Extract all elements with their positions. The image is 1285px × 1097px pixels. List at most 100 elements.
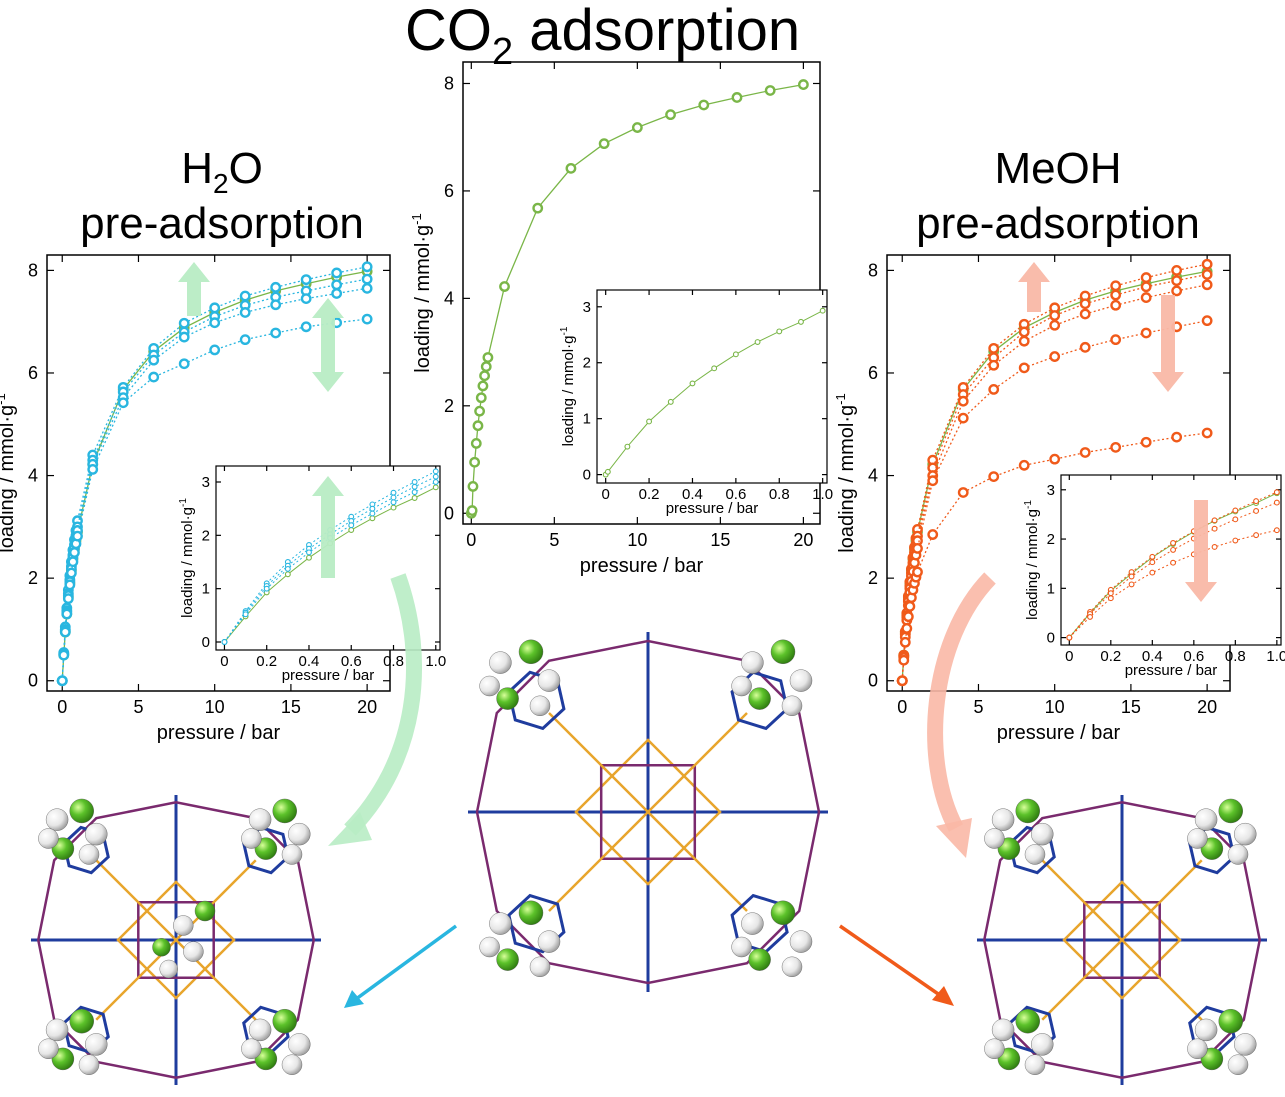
data-point — [369, 515, 376, 522]
y-tick-label: 2 — [583, 355, 591, 372]
framework-bond — [1041, 939, 1123, 1021]
data-point — [467, 480, 479, 492]
x-tick-label: 5 — [133, 697, 143, 717]
y-tick-label: 0 — [868, 671, 878, 691]
white-atom — [1031, 1033, 1054, 1056]
data-point — [1253, 508, 1260, 514]
x-tick-label: 0 — [220, 653, 228, 670]
data-point — [61, 608, 73, 620]
green-atom — [518, 900, 544, 925]
white-atom — [984, 1038, 1005, 1059]
data-point — [300, 321, 312, 333]
white-atom — [789, 669, 813, 692]
y-axis-label: loading / mmol·g-1 — [409, 213, 434, 372]
data-point — [1049, 453, 1061, 465]
x-tick-label: 0.4 — [682, 486, 703, 503]
data-point — [1273, 527, 1280, 534]
data-point — [306, 549, 312, 556]
white-atom — [741, 912, 764, 935]
data-point — [957, 412, 969, 424]
data-point — [1273, 499, 1280, 506]
linker-ring — [507, 893, 566, 954]
data-point — [565, 162, 577, 174]
y-tick-label: 6 — [868, 363, 878, 383]
y-tick-label: 2 — [444, 396, 454, 416]
y-tick-label: 1 — [1047, 580, 1055, 597]
y-axis-label: loading / mmol·g-1 — [178, 498, 196, 618]
data-point — [927, 475, 939, 487]
y-tick-label: 2 — [28, 568, 38, 588]
data-point — [69, 547, 80, 558]
green-atom — [1015, 1009, 1040, 1034]
green-atom — [1015, 798, 1040, 824]
data-point — [754, 339, 761, 345]
x-tick-label: 1.0 — [425, 653, 446, 670]
data-point — [732, 351, 739, 358]
series-4 — [1066, 527, 1280, 641]
data-point — [604, 468, 611, 475]
data-point — [598, 138, 610, 150]
y-tick-label: 3 — [202, 474, 210, 491]
data-point — [72, 530, 83, 542]
green-atom — [272, 798, 297, 824]
data-point — [270, 327, 282, 339]
x-tick-label: 0 — [1065, 648, 1073, 665]
y-tick-label: 3 — [583, 299, 591, 316]
data-point — [432, 479, 439, 485]
data-point — [470, 438, 482, 449]
white-atom — [45, 808, 69, 831]
white-atom — [529, 956, 551, 977]
left-title-line2: pre-adsorption — [80, 199, 364, 248]
data-point — [819, 307, 826, 314]
data-point — [331, 288, 343, 299]
white-atom — [1031, 822, 1054, 846]
green-atom — [748, 948, 771, 971]
x-tick-label: 0.8 — [769, 486, 790, 503]
x-tick-label: 0.6 — [341, 653, 362, 670]
y-axis-label: loading / mmol·g-1 — [559, 326, 577, 446]
data-point — [898, 654, 910, 666]
y-tick-label: 2 — [202, 527, 210, 544]
data-point — [927, 529, 939, 540]
data-point — [209, 344, 221, 356]
data-point — [59, 626, 71, 638]
data-point — [242, 611, 249, 618]
y-tick-label: 0 — [444, 503, 454, 523]
data-point — [361, 273, 373, 285]
data-point — [1110, 334, 1122, 346]
data-point — [64, 579, 76, 591]
data-point — [532, 202, 544, 214]
x-tick-label: 5 — [973, 697, 983, 717]
left-title-line1: H2O — [181, 144, 263, 199]
framework-bond — [1121, 859, 1203, 941]
x-tick-label: 0.2 — [639, 486, 660, 503]
white-atom — [1227, 844, 1249, 865]
white-atom — [1187, 828, 1208, 849]
white-atom — [78, 844, 100, 865]
series-5 — [56, 313, 373, 687]
data-point — [411, 479, 418, 485]
data-point — [1171, 431, 1183, 443]
data-point — [1140, 292, 1152, 303]
data-point — [361, 282, 373, 294]
y-tick-label: 1 — [583, 411, 591, 428]
data-point — [361, 313, 373, 325]
data-point — [1273, 489, 1280, 496]
data-point — [764, 85, 776, 96]
data-point — [1140, 327, 1152, 339]
x-tick-label: 0.6 — [1183, 648, 1204, 665]
x-tick-label: 0.4 — [299, 653, 320, 670]
x-axis-label: pressure / bar — [666, 500, 759, 517]
white-atom — [741, 651, 764, 674]
data-point — [411, 483, 418, 490]
data-point — [1170, 546, 1177, 553]
chart-meoh-inset: 0 0.2 0.4 0.6 0.8 1.0 0 1 2 3 pressure / bar loadin… — [1023, 474, 1285, 679]
white-atom — [731, 675, 752, 697]
data-point — [239, 334, 251, 346]
white-atom — [288, 822, 311, 846]
white-atom — [248, 808, 272, 831]
data-point — [221, 639, 228, 645]
white-atom — [789, 930, 813, 953]
green-atom — [496, 687, 519, 710]
